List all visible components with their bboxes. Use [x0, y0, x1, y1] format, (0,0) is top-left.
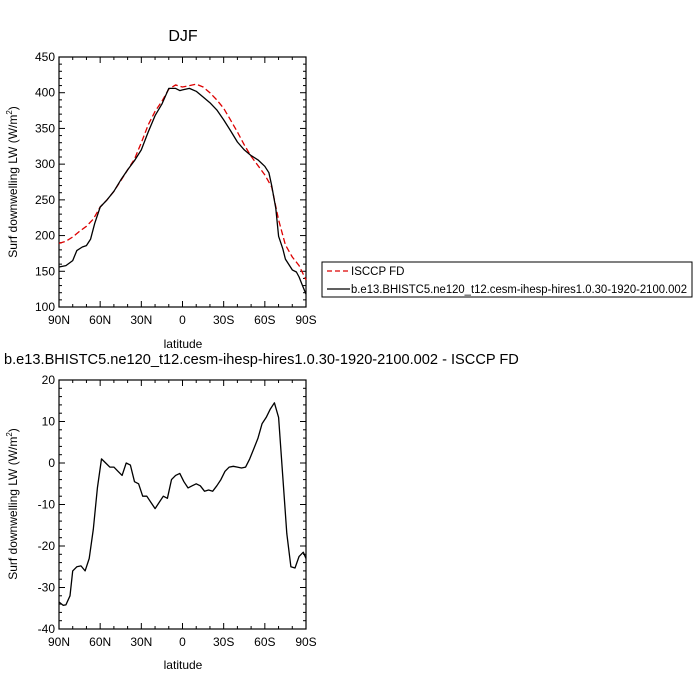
legend-label-isccp: ISCCP FD — [351, 266, 404, 278]
bottom-chart-y-tick-label: -10 — [38, 498, 56, 512]
top-chart-y-tick-label: 250 — [35, 193, 55, 207]
top-chart-y-tick-label: 150 — [35, 264, 55, 278]
bottom-chart-y-tick-label: -20 — [38, 539, 56, 553]
bottom-chart-title: b.e13.BHISTC5.ne120_t12.cesm-ihesp-hires… — [4, 352, 519, 368]
bottom-chart-x-tick-label: 0 — [179, 635, 186, 649]
legend: ISCCP FD b.e13.BHISTC5.ne120_t12.cesm-ih… — [321, 261, 693, 298]
top-chart-x-tick-label: 90N — [48, 313, 70, 327]
top-chart-y-tick-label: 400 — [35, 86, 55, 100]
bottom-chart-y-tick-label: -30 — [38, 581, 56, 595]
top-chart-title: DJF — [168, 28, 198, 45]
top-chart-series-line-1 — [58, 87, 307, 295]
top-chart-y-tick-label: 300 — [35, 157, 55, 171]
legend-box — [321, 261, 693, 298]
bottom-chart-y-tick-label: -40 — [38, 622, 56, 636]
top-chart-y-tick-label: 200 — [35, 229, 55, 243]
bottom-chart-x-tick-label: 90N — [48, 635, 70, 649]
bottom-chart-y-axis-label: Surf downwelling LW (W/m2) — [5, 428, 20, 580]
bottom-chart-y-tick-label: 10 — [42, 415, 56, 429]
top-chart-y-tick-label: 100 — [35, 300, 55, 314]
bottom-chart-y-tick-label: 0 — [48, 456, 55, 470]
top-chart-x-tick-label: 0 — [179, 313, 186, 327]
top-chart-x-axis-label: latitude — [164, 337, 203, 351]
bottom-chart-series-line-0 — [58, 402, 307, 606]
top-chart-plot-area: 90N 60N 30N 0 30S 60S 90S 100 150 200 250 300 350 400… — [35, 50, 317, 327]
top-chart-x-tick-label: 60N — [89, 313, 111, 327]
bottom-chart-x-tick-label: 90S — [295, 635, 316, 649]
top-chart-x-tick-label: 30N — [130, 313, 152, 327]
bottom-chart-y-tick-label: 20 — [42, 373, 56, 387]
top-chart-x-tick-label: 30S — [213, 313, 234, 327]
top-chart-x-tick-label: 90S — [295, 313, 316, 327]
top-chart-series-line-0 — [58, 83, 307, 281]
bottom-chart-x-tick-label: 60N — [89, 635, 111, 649]
legend-label-model: b.e13.BHISTC5.ne120_t12.cesm-ihesp-hires… — [351, 284, 687, 296]
top-chart-y-tick-label: 350 — [35, 121, 55, 135]
bottom-chart-plot-area: 90N 60N 30N 0 30S 60S 90S -40 -30 -20 -10 0 10 20 — [38, 373, 317, 649]
bottom-chart-x-tick-label: 30S — [213, 635, 234, 649]
bottom-chart-x-axis-label: latitude — [164, 658, 203, 672]
bottom-chart-x-tick-label: 60S — [254, 635, 275, 649]
top-chart-y-axis-label: Surf downwelling LW (W/m2) — [5, 106, 20, 258]
bottom-chart-x-tick-label: 30N — [130, 635, 152, 649]
top-chart-y-tick-label: 450 — [35, 50, 55, 64]
top-chart-x-tick-label: 60S — [254, 313, 275, 327]
